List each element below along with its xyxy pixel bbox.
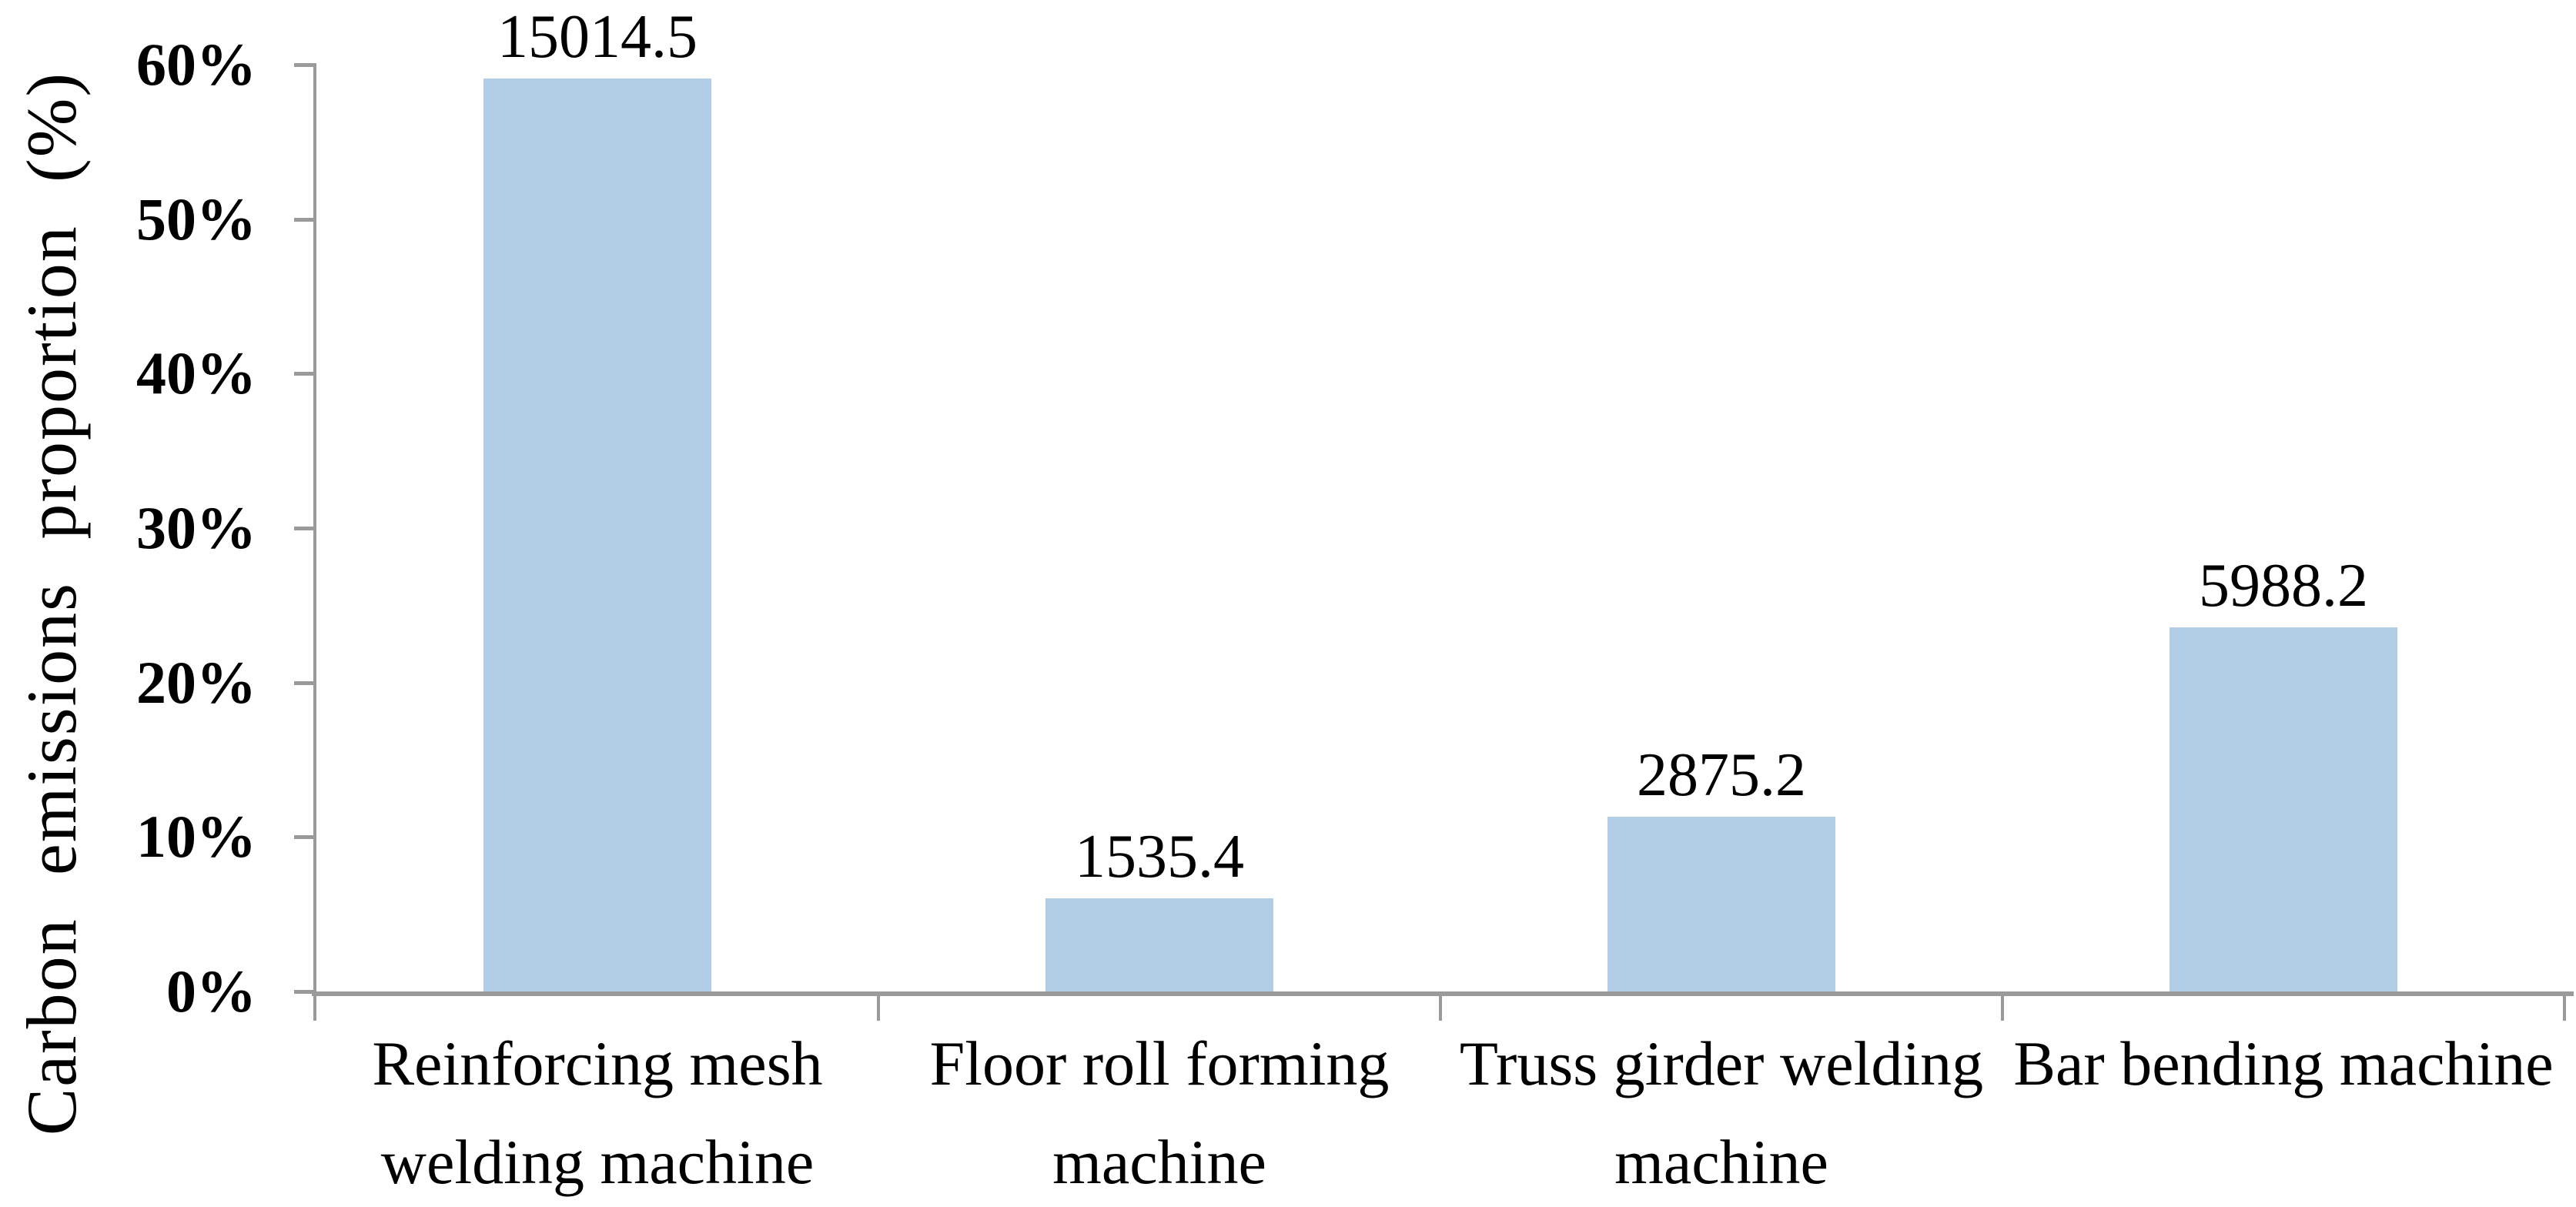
x-tick-mark xyxy=(1439,991,1442,1021)
bar-truss-girder: 2875.2 xyxy=(1607,744,1835,991)
y-tick-label-30: 30% xyxy=(136,494,256,561)
x-axis-line xyxy=(312,991,2574,996)
x-tick-mark xyxy=(2001,991,2004,1021)
y-tick-mark xyxy=(294,835,313,840)
x-tick-mark xyxy=(877,991,880,1021)
category-label-reinforcing-mesh: Reinforcing mesh welding machine xyxy=(372,1028,823,1197)
y-tick-label-50: 50% xyxy=(136,185,256,252)
bar-group-floor-roll: 1535.4 xyxy=(878,65,1440,991)
x-tick-mark xyxy=(2563,991,2566,1021)
y-tick-mark xyxy=(294,680,313,685)
y-tick-label-40: 40% xyxy=(136,339,256,407)
y-tick-label-20: 20% xyxy=(136,648,256,716)
bar-floor-roll: 1535.4 xyxy=(1045,826,1273,991)
y-tick-mark xyxy=(294,527,313,530)
x-axis-category-labels: Reinforcing mesh welding machine Floor r… xyxy=(316,1015,2564,1207)
bar-reinforcing-mesh: 15014.5 xyxy=(483,6,711,991)
y-tick-mark xyxy=(294,372,313,376)
bar-bar-bending: 5988.2 xyxy=(2170,555,2397,991)
y-tick-label-10: 10% xyxy=(136,803,256,871)
category-label-floor-roll: Floor roll forming machine xyxy=(929,1028,1390,1197)
y-axis-tick-labels: 60% 50% 40% 30% 20% 10% 0% xyxy=(0,35,256,1021)
category-label-bar-bending: Bar bending machine xyxy=(2013,1028,2554,1098)
y-tick-mark xyxy=(294,990,313,994)
bar-value-label: 2875.2 xyxy=(1636,741,1806,809)
category-label-truss-girder: Truss girder welding machine xyxy=(1459,1028,1984,1197)
bar-value-label: 15014.5 xyxy=(497,3,698,72)
bar-value-label: 1535.4 xyxy=(1074,822,1244,891)
y-tick-label-60: 60% xyxy=(136,31,256,98)
bar-group-reinforcing-mesh: 15014.5 xyxy=(316,6,878,991)
bar-group-bar-bending: 5988.2 xyxy=(2002,65,2564,991)
x-tick-mark xyxy=(313,991,316,1021)
y-tick-mark xyxy=(294,217,313,222)
y-tick-mark xyxy=(294,63,313,67)
y-axis-line xyxy=(313,63,316,996)
bar-value-label: 5988.2 xyxy=(2198,552,2368,620)
bar-group-truss-girder: 2875.2 xyxy=(1440,65,2002,991)
plot-area: 15014.5 1535.4 2875.2 5988.2 xyxy=(294,6,2574,1021)
y-tick-label-0: 0% xyxy=(166,958,256,1025)
